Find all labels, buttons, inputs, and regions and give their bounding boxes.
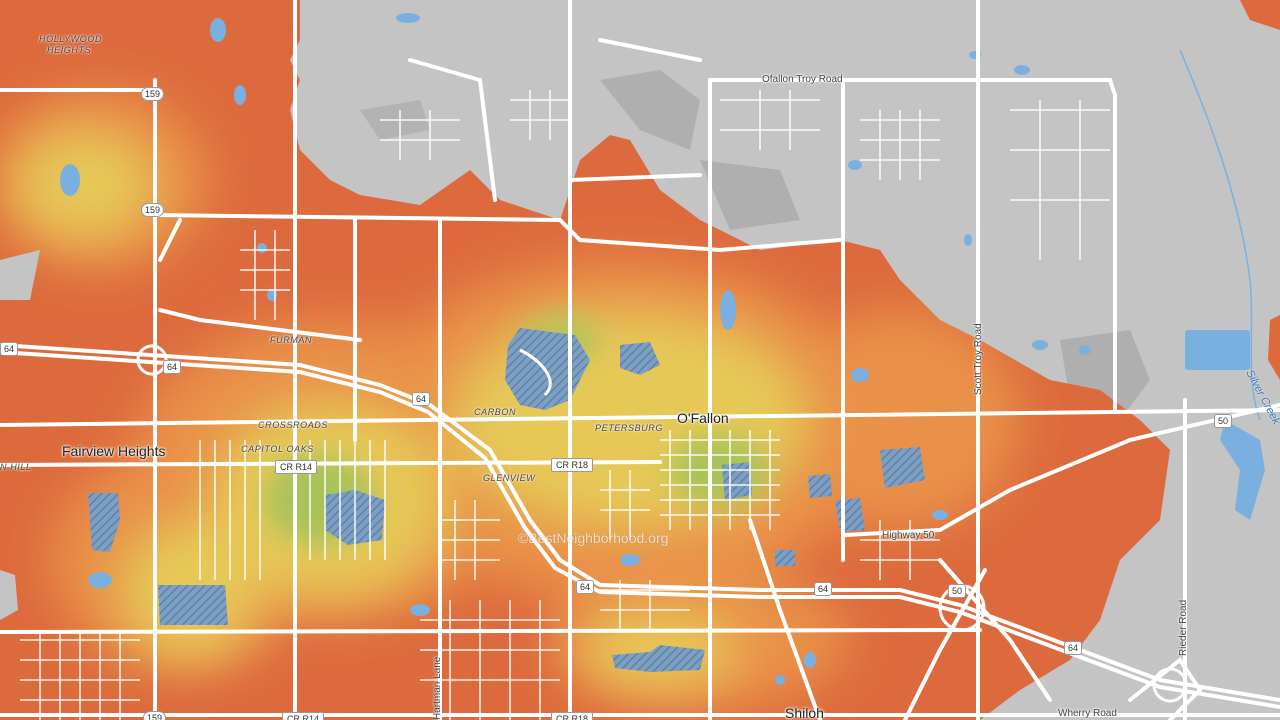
place-label-ofallon[interactable]: O'Fallon <box>677 410 729 426</box>
heat-fragment <box>1240 0 1280 30</box>
hood-label-glenview[interactable]: GLENVIEW <box>483 473 536 483</box>
county-road-shield: CR R14 <box>275 460 318 474</box>
road-label-rieder: Rieder Road <box>1178 599 1189 656</box>
road-label-wherry: Wherry Road <box>1058 708 1117 719</box>
interstate-shield-64: 64 <box>814 582 833 596</box>
county-road-shield: CR R18 <box>551 458 594 472</box>
county-road-shield: CR R18 <box>551 712 594 720</box>
hood-label-capitol-oaks[interactable]: CAPITOL OAKS <box>241 444 314 454</box>
us-route-shield-50: 50 <box>1214 414 1233 428</box>
hood-label-crossroads[interactable]: CROSSROADS <box>258 420 329 430</box>
heat-fragment <box>1268 315 1280 380</box>
interstate-shield-64: 64 <box>412 392 431 406</box>
hood-label-carbon[interactable]: CARBON <box>474 407 517 417</box>
road-label-hartman: Hartman Lane <box>432 656 443 720</box>
us-route-shield-50: 50 <box>948 584 967 598</box>
hood-label-hollywood[interactable]: HOLLYWOOD <box>39 34 103 44</box>
hood-label-furman[interactable]: FURMAN <box>270 335 313 345</box>
route-shield-159: 159 <box>141 87 165 101</box>
gray-urban-area <box>700 160 800 230</box>
minor-streets <box>20 90 1110 720</box>
interstate-shield-64: 64 <box>163 360 182 374</box>
route-shield-159: 159 <box>141 203 165 217</box>
interchanges <box>136 344 1188 703</box>
route-shield-159: 159 <box>143 711 167 720</box>
road-label-ofallon-troy: Ofallon Troy Road <box>762 74 843 85</box>
hood-label-heights[interactable]: HEIGHTS <box>47 45 92 55</box>
road-label-highway-50: Highway 50 <box>882 530 935 541</box>
water-bodies <box>60 13 1265 685</box>
place-label-shiloh[interactable]: Shiloh <box>785 705 824 720</box>
interstate-shield-64: 64 <box>576 580 595 594</box>
county-road-shield: CR R14 <box>282 712 325 720</box>
interstate-shield-64: 64 <box>1064 641 1083 655</box>
gray-gap <box>0 570 18 620</box>
hood-label-n-hill[interactable]: N HILL <box>0 462 32 472</box>
watermark: ©BestNeighborhood.org <box>518 530 669 546</box>
road-label-scott-troy: Scott Troy Road <box>973 323 984 395</box>
interstate-shield-64: 64 <box>0 342 19 356</box>
gray-gap <box>0 250 40 300</box>
gray-urban-area <box>600 70 700 150</box>
place-label-fairview-heights[interactable]: Fairview Heights <box>62 443 166 459</box>
hood-label-petersburg[interactable]: PETERSBURG <box>595 423 664 433</box>
silver-creek-stream <box>1179 49 1261 421</box>
